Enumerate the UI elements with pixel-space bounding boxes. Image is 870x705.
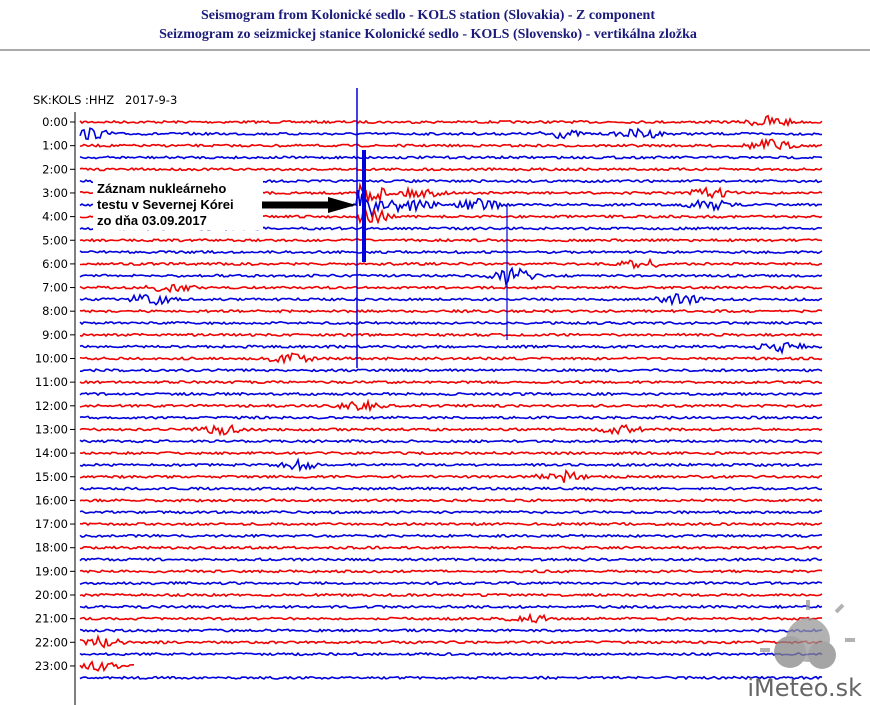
trace [79,569,823,574]
trace [79,628,823,633]
hour-label: 14:00 [35,446,68,460]
trace [79,651,823,657]
annotation-line: Záznam nukleárneho [97,181,226,196]
trace [79,266,823,287]
hour-label: 19:00 [35,564,68,578]
trace [79,341,823,356]
trace [79,612,823,624]
hour-label: 23:00 [35,659,68,673]
trace [79,509,822,515]
trace [80,368,823,373]
hour-label: 16:00 [35,493,68,507]
trace [79,457,823,473]
trace [79,332,823,338]
logo-icon [760,600,855,669]
trace [79,167,823,172]
trace [79,545,823,550]
hour-label: 5:00 [42,233,68,247]
hour-label: 8:00 [42,304,68,318]
hour-label: 13:00 [35,422,68,436]
hour-label: 22:00 [35,635,68,649]
hour-label: 18:00 [35,541,68,555]
hour-label: 4:00 [42,210,68,224]
hour-label: 7:00 [42,281,68,295]
trace [79,257,823,270]
annotation-arrowhead [328,197,356,213]
trace [79,249,823,255]
hour-label: 17:00 [35,517,68,531]
hour-label: 11:00 [35,375,68,389]
hour-label: 21:00 [35,612,68,626]
annotation-line: testu v Severnej Kórei [97,197,234,212]
trace [79,439,823,444]
trace [79,604,823,610]
trace [79,592,823,598]
trace [79,114,823,128]
trace [79,379,823,385]
trace [79,533,822,539]
hour-labels: 0:00 1:00 2:00 3:00 4:00 5:00 6:00 7:00 8:00 9:00… [35,115,75,673]
trace [79,580,823,586]
hour-label: 10:00 [35,352,68,366]
hour-label: 1:00 [42,139,68,153]
trace [79,468,823,483]
hour-label: 0:00 [42,115,68,129]
trace [79,137,823,151]
station-label: SK:KOLS :HHZ 2017-9-3 [33,93,177,107]
annotation-line: zo dňa 03.09.2017 [97,213,207,228]
trace [79,450,823,456]
trace [79,521,823,527]
title-en: Seismogram from Kolonické sedlo - KOLS s… [201,8,655,23]
trace [79,660,134,673]
trace [79,391,823,397]
hour-label: 6:00 [42,257,68,271]
trace [79,423,823,437]
trace [79,308,823,314]
traces [79,88,823,681]
trace [79,293,823,307]
trace [79,498,823,503]
trace [79,283,823,294]
hour-label: 2:00 [42,162,68,176]
trace [79,155,823,160]
trace [79,352,823,366]
trace [79,415,823,420]
annotation-box [93,178,263,230]
trace [79,486,823,491]
trace [79,320,823,326]
hour-label: 20:00 [35,588,68,602]
hour-label: 12:00 [35,399,68,413]
trace [79,675,823,681]
trace [79,237,823,243]
trace [79,557,823,562]
trace [79,398,823,413]
title-sk: Seizmogram zo seizmickej stanice Kolonic… [159,27,697,42]
hour-label: 15:00 [35,470,68,484]
watermark: iMeteo.sk [747,674,862,702]
hour-label: 9:00 [42,328,68,342]
hour-label: 3:00 [42,186,68,200]
trace [79,127,823,141]
trace [79,633,823,649]
